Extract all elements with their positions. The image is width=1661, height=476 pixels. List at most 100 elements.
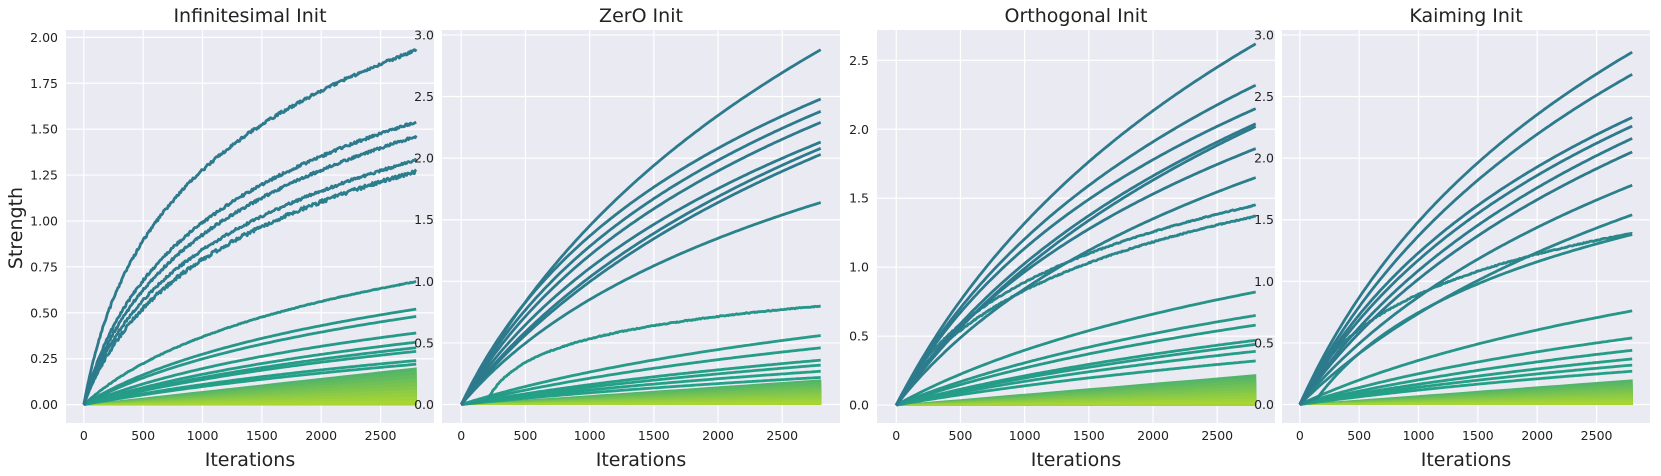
x-tick-label: 1000	[574, 428, 606, 443]
series-line-s10	[895, 290, 1256, 407]
background-series-band	[461, 401, 822, 406]
y-tick-label: 2.5	[849, 53, 869, 68]
series-line-s1	[82, 48, 418, 405]
series-line-s2	[1298, 73, 1633, 406]
series-line-s6	[82, 280, 417, 406]
chart-title: Orthogonal Init	[1005, 5, 1148, 27]
series-line-s1	[1298, 50, 1633, 406]
series-line-s16	[896, 359, 1256, 407]
series-line-s11	[1299, 309, 1633, 406]
y-tick-label: 1.25	[30, 168, 58, 183]
background-series-band	[83, 400, 417, 406]
x-tick-label: 0	[1296, 428, 1304, 443]
y-tick-label: 1.50	[30, 122, 58, 137]
chart-title: Infinitesimal Init	[173, 5, 326, 27]
background-series-band	[1298, 401, 1633, 406]
series-line-s6	[1298, 150, 1633, 406]
series-line-s16	[1299, 369, 1633, 406]
series-line-s13	[1299, 348, 1633, 406]
y-tick-label: 0.00	[30, 397, 58, 412]
series-line-s8	[1298, 213, 1633, 406]
background-series-band	[894, 401, 1257, 406]
y-tick-label: 1.0	[849, 260, 869, 275]
series-line-s5	[895, 125, 1257, 406]
x-tick-label: 2000	[1521, 428, 1553, 443]
series-line-s11	[895, 314, 1256, 407]
series-group	[894, 42, 1257, 407]
series-line-s8	[460, 201, 822, 406]
y-axis-label: Strength	[5, 187, 27, 269]
series-group	[82, 48, 418, 406]
series-line-s2	[82, 120, 417, 405]
x-axis-label: Iterations	[596, 449, 687, 471]
x-tick-label: 2500	[1201, 428, 1233, 443]
y-tick-label: 0.5	[414, 335, 434, 350]
x-tick-label: 2000	[305, 428, 337, 443]
series-line-s8	[83, 315, 417, 406]
series-line-s4	[460, 121, 822, 406]
y-tick-label: 0.0	[1254, 397, 1274, 412]
series-line-s9	[460, 304, 822, 406]
chart-title: Kaiming Init	[1409, 5, 1522, 27]
y-tick-label: 0.25	[30, 351, 58, 366]
x-axis-label: Iterations	[1031, 449, 1122, 471]
series-line-s1	[895, 42, 1257, 406]
x-tick-label: 500	[131, 428, 155, 443]
x-tick-label: 500	[514, 428, 538, 443]
x-tick-label: 1000	[187, 428, 219, 443]
x-tick-label: 1500	[638, 428, 670, 443]
series-line-s4	[895, 122, 1257, 406]
y-tick-label: 0.5	[849, 329, 869, 344]
x-tick-label: 2500	[766, 428, 798, 443]
series-line-s3	[82, 134, 418, 406]
series-line-s12	[1299, 336, 1633, 406]
x-tick-label: 1500	[1073, 428, 1105, 443]
x-axis-label: Iterations	[1421, 449, 1512, 471]
chart-panel-1: 0 500 1000 1500 2000 25000.000.250.500.751.00…	[30, 5, 434, 471]
series-line-s15	[1299, 363, 1633, 406]
y-tick-label: 0.50	[30, 305, 58, 320]
y-tick-label: 1.75	[30, 76, 58, 91]
x-axis-label: Iterations	[205, 449, 296, 471]
x-tick-label: 0	[457, 428, 465, 443]
series-line-s4	[82, 158, 418, 406]
series-line-s7	[460, 153, 822, 406]
y-tick-label: 0.5	[1254, 335, 1274, 350]
y-tick-label: 2.00	[30, 30, 58, 45]
y-tick-label: 0.75	[30, 259, 58, 274]
y-tick-label: 3.0	[1254, 27, 1274, 42]
x-tick-label: 0	[80, 428, 88, 443]
y-tick-label: 2.0	[849, 122, 869, 137]
series-line-s14	[1299, 357, 1633, 406]
x-tick-label: 2500	[1581, 428, 1613, 443]
y-tick-label: 1.5	[414, 212, 434, 227]
series-line-s5	[82, 168, 418, 406]
series-line-s7	[83, 307, 417, 406]
chart-title: ZerO Init	[599, 5, 683, 27]
series-line-s7	[895, 176, 1257, 406]
series-line-s6	[460, 147, 822, 406]
y-tick-label: 2.5	[1254, 89, 1274, 104]
series-line-s5	[1298, 137, 1633, 406]
x-tick-label: 1500	[246, 428, 278, 443]
series-group	[460, 48, 822, 406]
series-line-s10	[460, 334, 821, 406]
y-tick-label: 2.5	[414, 89, 434, 104]
x-tick-label: 1000	[1403, 428, 1435, 443]
y-tick-label: 1.5	[849, 191, 869, 206]
y-tick-label: 1.0	[1254, 274, 1274, 289]
series-line-s3	[895, 107, 1257, 406]
y-tick-label: 3.0	[414, 27, 434, 42]
x-tick-label: 500	[1347, 428, 1371, 443]
series-line-s5	[460, 140, 822, 406]
series-group	[1298, 50, 1633, 406]
chart-panel-4: 0 500 1000 1500 2000 2500 0.0 0.5 1.0 1.5 2.0 2.5 3.…	[1254, 5, 1650, 471]
series-line-s9	[83, 331, 417, 406]
series-line-s11	[460, 346, 821, 406]
y-tick-label: 1.00	[30, 213, 58, 228]
x-tick-label: 1000	[1009, 428, 1041, 443]
series-line-s4	[1298, 124, 1633, 406]
y-tick-label: 2.0	[414, 151, 434, 166]
series-line-s1	[460, 48, 822, 406]
